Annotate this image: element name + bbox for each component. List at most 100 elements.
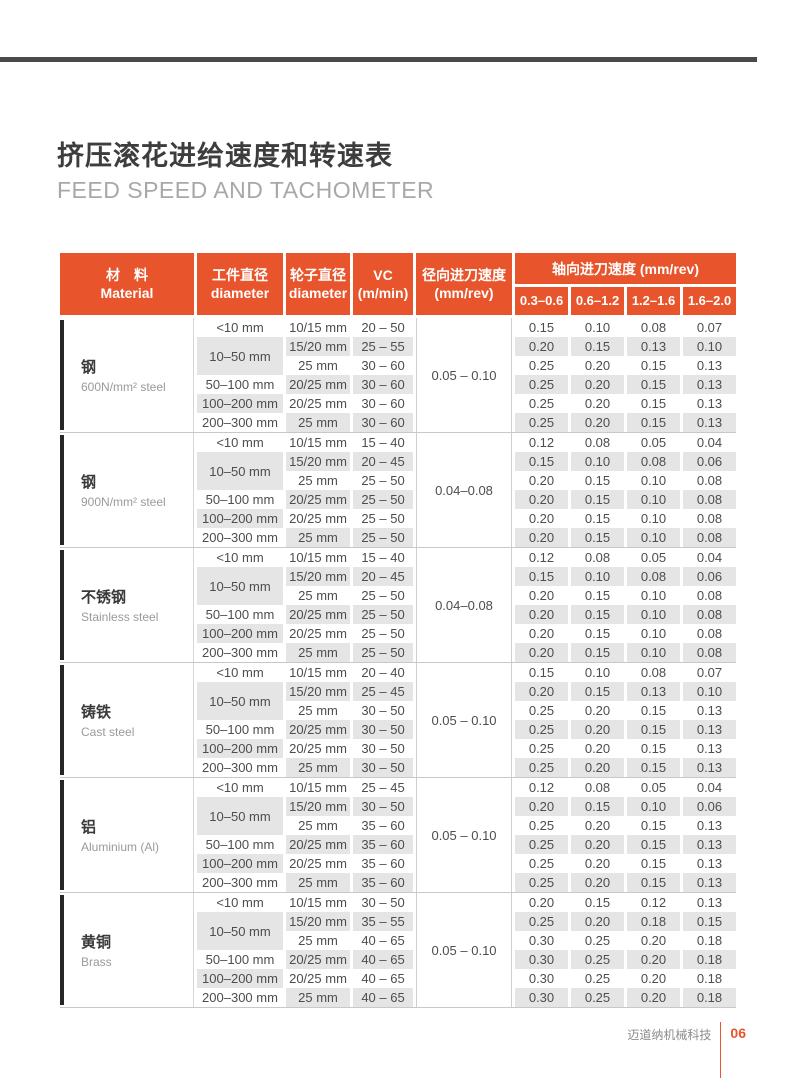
axial-feed-cell: 0.18 — [696, 971, 723, 986]
material-cell: 黄铜 Brass — [60, 893, 194, 1007]
axial-feed-cell: 0.20 — [571, 375, 624, 394]
axial-feed-column-1: 0.15 0.20 0.25 0.25 0.25 0.25 — [515, 663, 568, 777]
workpiece-diameter-cell: 200–300 mm — [202, 990, 278, 1005]
workpiece-diameter-cell: <10 mm — [216, 665, 264, 680]
wheel-diameter-cell: 10/15 mm — [289, 895, 347, 910]
vc-cell: 30 – 60 — [361, 396, 405, 411]
material-cell: 铸铁 Cast steel — [60, 663, 194, 777]
axial-feed-cell: 0.15 — [640, 818, 667, 833]
material-accent-bar — [60, 435, 64, 545]
axial-feed-column-4: 0.04 0.06 0.08 0.08 0.08 0.08 — [683, 548, 736, 662]
axial-feed-column-4: 0.07 0.10 0.13 0.13 0.13 0.13 — [683, 663, 736, 777]
axial-feed-cell: 0.15 — [584, 588, 611, 603]
axial-feed-cell: 0.08 — [584, 780, 611, 795]
wheel-diameter-cell: 20/25 mm — [286, 605, 350, 624]
axial-feed-cell: 0.10 — [571, 567, 624, 586]
workpiece-diameter-cell: 50–100 mm — [205, 492, 275, 507]
wheel-diameter-cell: 25 mm — [298, 473, 338, 488]
axial-feed-cell: 0.06 — [683, 452, 736, 471]
axial-feed-column-2: 0.10 0.15 0.20 0.20 0.20 0.20 — [571, 318, 624, 432]
axial-feed-cell: 0.10 — [584, 665, 611, 680]
axial-feed-cell: 0.25 — [515, 758, 568, 777]
vc-cell: 25 – 50 — [361, 473, 405, 488]
radial-feed-cell: 0.04–0.08 — [416, 433, 512, 547]
axial-feed-cell: 0.10 — [627, 490, 680, 509]
axial-feed-cell: 0.13 — [627, 337, 680, 356]
axial-feed-cell: 0.15 — [571, 682, 624, 701]
wheel-diameter-cell: 20/25 mm — [289, 741, 347, 756]
workpiece-diameter-cell: 200–300 mm — [202, 530, 278, 545]
axial-feed-cell: 0.25 — [515, 375, 568, 394]
axial-feed-column-3: 0.12 0.18 0.20 0.20 0.20 0.20 — [627, 893, 680, 1007]
header-vc-label: VC — [373, 267, 393, 283]
axial-feed-cell: 0.08 — [640, 665, 667, 680]
vc-cell: 15 – 40 — [361, 435, 405, 450]
axial-feed-cell: 0.20 — [640, 971, 667, 986]
workpiece-diameter-cell: <10 mm — [216, 435, 264, 450]
axial-feed-cell: 0.20 — [584, 856, 611, 871]
axial-feed-cell: 0.15 — [627, 720, 680, 739]
axial-feed-cell: 0.15 — [571, 643, 624, 662]
header-axial-ranges: 0.3–0.6 0.6–1.2 1.2–1.6 1.6–2.0 — [515, 287, 736, 315]
material-group-3: 不锈钢 Stainless steel <10 mm 10–50 mm 50–100 m… — [60, 548, 736, 663]
axial-feed-cell: 0.15 — [640, 703, 667, 718]
axial-feed-cell: 0.20 — [627, 988, 680, 1007]
axial-feed-cell: 0.13 — [627, 682, 680, 701]
axial-feed-cell: 0.05 — [640, 780, 667, 795]
axial-feed-cell: 0.25 — [528, 856, 555, 871]
axial-feed-column-2: 0.10 0.15 0.20 0.20 0.20 0.20 — [571, 663, 624, 777]
material-accent-bar — [60, 550, 64, 660]
axial-feed-cell: 0.15 — [528, 665, 555, 680]
wheel-diameter-cell: 20/25 mm — [289, 396, 347, 411]
material-group-1: 钢 600N/mm² steel <10 mm 10–50 mm 50–100 mm 10… — [60, 318, 736, 433]
material-cell: 铝 Aluminium (Al) — [60, 778, 194, 892]
axial-feed-cell: 0.08 — [640, 320, 667, 335]
axial-feed-cell: 0.15 — [640, 741, 667, 756]
axial-feed-cell: 0.20 — [571, 912, 624, 931]
axial-feed-cell: 0.30 — [515, 988, 568, 1007]
wheel-diameter-cell: 20/25 mm — [286, 950, 350, 969]
header-vc: VC (m/min) — [353, 253, 413, 315]
wheel-diameter-cell: 25 mm — [298, 588, 338, 603]
feed-speed-table: 材 料 Material 工件直径 diameter 轮子直径 diameter… — [60, 253, 736, 1008]
workpiece-diameter-column: <10 mm 10–50 mm 50–100 mm 100–200 mm 200–300… — [197, 433, 283, 547]
wheel-diameter-cell: 15/20 mm — [286, 567, 350, 586]
axial-feed-column-4: 0.04 0.06 0.13 0.13 0.13 0.13 — [683, 778, 736, 892]
axial-feed-cell: 0.12 — [528, 435, 555, 450]
workpiece-diameter-cell: 200–300 mm — [202, 415, 278, 430]
axial-feed-cell: 0.25 — [515, 720, 568, 739]
vc-cell: 30 – 50 — [353, 720, 413, 739]
axial-feed-cell: 0.10 — [584, 320, 611, 335]
header-axial-range-1: 0.3–0.6 — [515, 287, 568, 315]
axial-feed-cell: 0.12 — [528, 550, 555, 565]
axial-feed-cell: 0.04 — [696, 550, 723, 565]
wheel-diameter-cell: 15/20 mm — [286, 912, 350, 931]
vc-cell: 20 – 40 — [361, 665, 405, 680]
wheel-diameter-cell: 10/15 mm — [289, 435, 347, 450]
axial-feed-cell: 0.15 — [683, 912, 736, 931]
material-name: 钢 — [81, 474, 97, 491]
axial-feed-cell: 0.25 — [584, 971, 611, 986]
wheel-diameter-cell: 20/25 mm — [289, 971, 347, 986]
vc-column: 20 – 50 25 – 55 30 – 60 30 – 60 30 – 60 30 – … — [353, 318, 413, 432]
vc-cell: 40 – 65 — [353, 950, 413, 969]
material-name: 钢 — [81, 359, 97, 376]
axial-feed-cell: 0.20 — [571, 413, 624, 432]
axial-feed-cell: 0.20 — [584, 396, 611, 411]
axial-feed-cell: 0.08 — [683, 605, 736, 624]
vc-cell: 30 – 50 — [361, 741, 405, 756]
vc-cell: 15 – 40 — [361, 550, 405, 565]
axial-feed-cell: 0.20 — [640, 933, 667, 948]
axial-feed-cell: 0.13 — [683, 835, 736, 854]
vc-cell: 25 – 55 — [353, 337, 413, 356]
axial-feed-cell: 0.18 — [683, 988, 736, 1007]
axial-feed-cell: 0.08 — [683, 643, 736, 662]
workpiece-diameter-cell: 50–100 mm — [205, 722, 275, 737]
axial-feed-cell: 0.10 — [640, 473, 667, 488]
axial-feed-cell: 0.10 — [640, 626, 667, 641]
axial-feed-column-4: 0.07 0.10 0.13 0.13 0.13 0.13 — [683, 318, 736, 432]
axial-feed-cell: 0.20 — [571, 758, 624, 777]
axial-feed-cell: 0.15 — [571, 337, 624, 356]
axial-feed-column-1: 0.12 0.15 0.20 0.20 0.20 0.20 — [515, 433, 568, 547]
axial-feed-column-3: 0.05 0.08 0.10 0.10 0.10 0.10 — [627, 433, 680, 547]
